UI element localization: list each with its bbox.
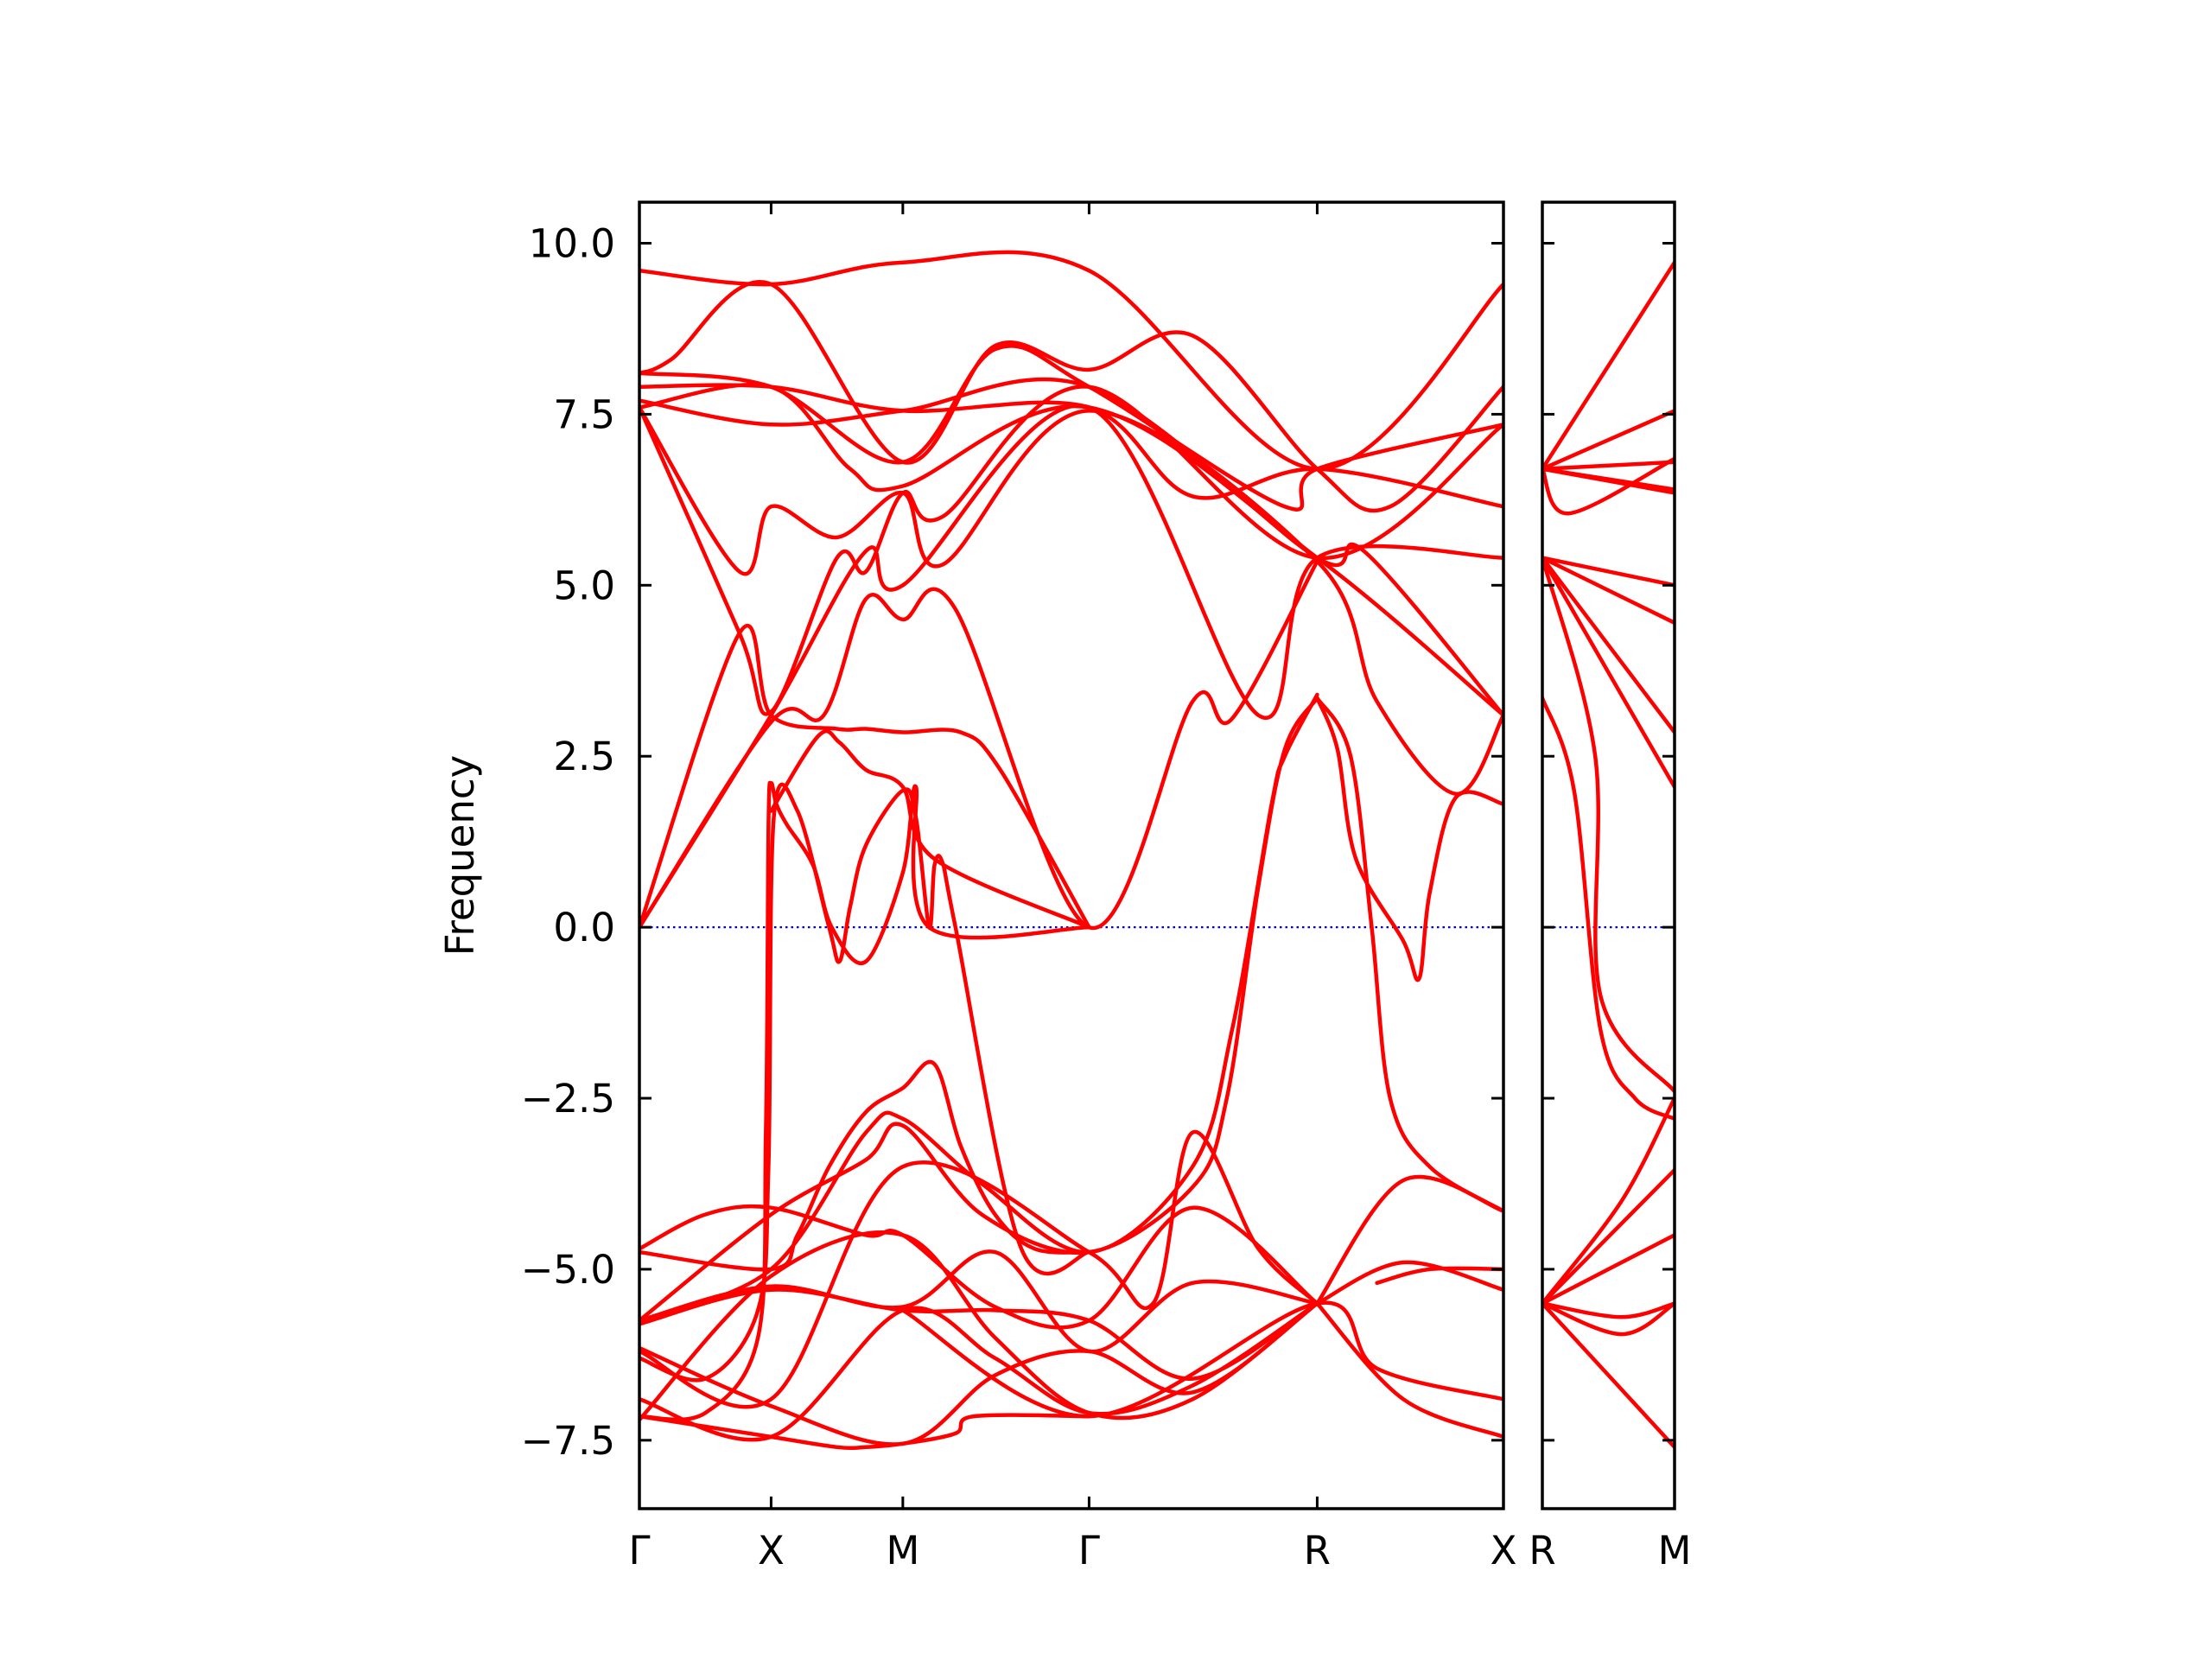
band-line [769, 728, 1091, 930]
plot-frame [1541, 200, 1676, 1510]
band-line [639, 1059, 1091, 1272]
band-line [1542, 1301, 1675, 1337]
band-line [1542, 556, 1675, 588]
band-line [1542, 1301, 1675, 1450]
plot-frame [638, 200, 1505, 1510]
band-line [1315, 1301, 1503, 1440]
y-tick-labels: 10.0 7.5 5.0 2.5 0.0 −2.5 −5.0 −7.5 [521, 221, 615, 1464]
band-line [639, 1249, 1319, 1354]
y-tick-label: −5.0 [521, 1247, 615, 1293]
x-tick-label: M [886, 1528, 919, 1573]
band-line [1315, 1260, 1503, 1306]
band-line [1542, 556, 1675, 734]
band-line [639, 1301, 1319, 1442]
x-tick-label: X [758, 1528, 785, 1573]
band-line [1375, 1266, 1503, 1286]
band-line [639, 782, 1091, 1382]
band-line [1542, 556, 1675, 790]
band-line [1542, 696, 1675, 1122]
band-line [639, 404, 1503, 930]
band-line [1315, 696, 1503, 1213]
band-line [1542, 556, 1675, 1094]
band-line [1542, 467, 1675, 492]
y-tick-label: 0.0 [553, 905, 615, 950]
band-line [639, 780, 1091, 1422]
band-line [639, 623, 1091, 930]
x-tick-label: R [1529, 1528, 1555, 1573]
band-line [1542, 460, 1675, 471]
band-line [639, 377, 1503, 717]
band-line [639, 385, 1503, 716]
band-line [900, 1300, 1503, 1419]
band-line [1542, 556, 1675, 626]
band-line [639, 1413, 1091, 1451]
y-tick-label: 7.5 [553, 391, 615, 437]
band-line [1542, 1167, 1675, 1306]
band-line [639, 280, 1503, 513]
band-line [639, 383, 1503, 509]
x-tick-label: R [1304, 1528, 1331, 1573]
band-line [1542, 1301, 1675, 1319]
y-tick-label: 5.0 [553, 563, 615, 608]
band-line [1542, 1096, 1675, 1306]
band-line [639, 405, 1503, 797]
band-lines [1542, 260, 1675, 1450]
band-line [639, 692, 1319, 1323]
band-line [639, 1230, 1319, 1422]
band-line [639, 1129, 1319, 1409]
y-tick-label: −7.5 [521, 1418, 615, 1464]
y-tick-label: 10.0 [529, 221, 615, 267]
x-tick-label: Γ [1078, 1528, 1100, 1573]
y-tick-label: 2.5 [553, 734, 615, 779]
x-tick-label: X [1491, 1528, 1517, 1573]
band-line [639, 1301, 1319, 1446]
band-lines [639, 250, 1503, 1451]
band-line [1542, 1233, 1675, 1306]
band-line [639, 559, 1319, 931]
band-line [1542, 456, 1675, 516]
x-tick-label: Γ [628, 1528, 650, 1573]
band-line [639, 382, 1503, 717]
band-line [639, 696, 1319, 1323]
band-line [1542, 260, 1675, 471]
y-axis-title: Frequency [437, 755, 483, 956]
y-tick-label: −2.5 [521, 1076, 615, 1122]
band-line [639, 1287, 1319, 1381]
x-tick-label: M [1658, 1528, 1692, 1573]
band-line [639, 344, 1503, 512]
band-line [1315, 696, 1503, 982]
